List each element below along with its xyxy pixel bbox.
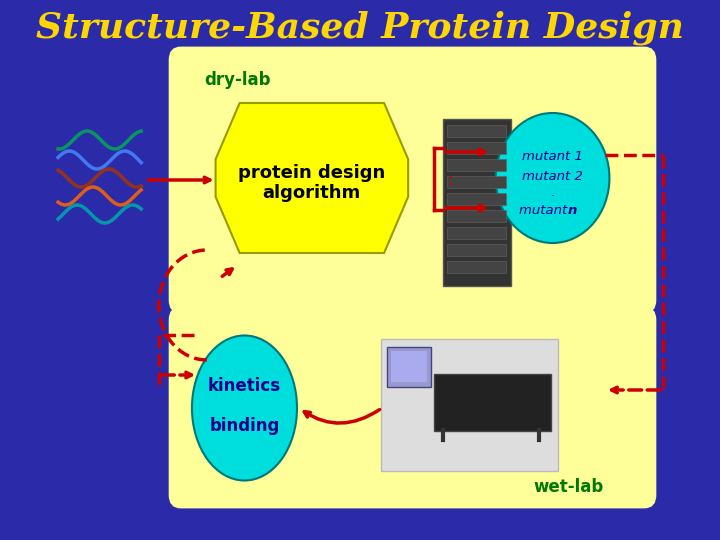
FancyBboxPatch shape [387,347,431,387]
FancyBboxPatch shape [446,176,506,188]
Text: mutant 1: mutant 1 [522,150,583,163]
FancyBboxPatch shape [170,308,655,507]
FancyBboxPatch shape [446,159,506,171]
FancyBboxPatch shape [446,142,506,154]
Text: protein design
algorithm: protein design algorithm [238,164,385,202]
Text: Structure-Based Protein Design: Structure-Based Protein Design [36,11,684,45]
Text: dry-lab: dry-lab [204,71,271,89]
FancyBboxPatch shape [446,125,506,137]
Polygon shape [215,103,408,253]
Text: :: : [448,171,454,189]
Text: .: . [551,186,554,199]
FancyBboxPatch shape [381,339,558,471]
FancyBboxPatch shape [170,48,655,312]
Text: mutant 2: mutant 2 [522,170,583,183]
FancyBboxPatch shape [446,261,506,273]
FancyBboxPatch shape [446,193,506,205]
Text: mutant: mutant [519,204,572,217]
FancyBboxPatch shape [391,351,426,382]
FancyBboxPatch shape [433,374,551,431]
FancyBboxPatch shape [446,227,506,239]
FancyBboxPatch shape [446,244,506,256]
Text: n: n [567,204,577,217]
Ellipse shape [192,335,297,481]
Text: wet-lab: wet-lab [533,478,603,496]
Ellipse shape [495,113,609,243]
FancyBboxPatch shape [446,210,506,222]
Text: binding: binding [210,417,279,435]
FancyBboxPatch shape [443,119,510,286]
Text: kinetics: kinetics [208,377,281,395]
